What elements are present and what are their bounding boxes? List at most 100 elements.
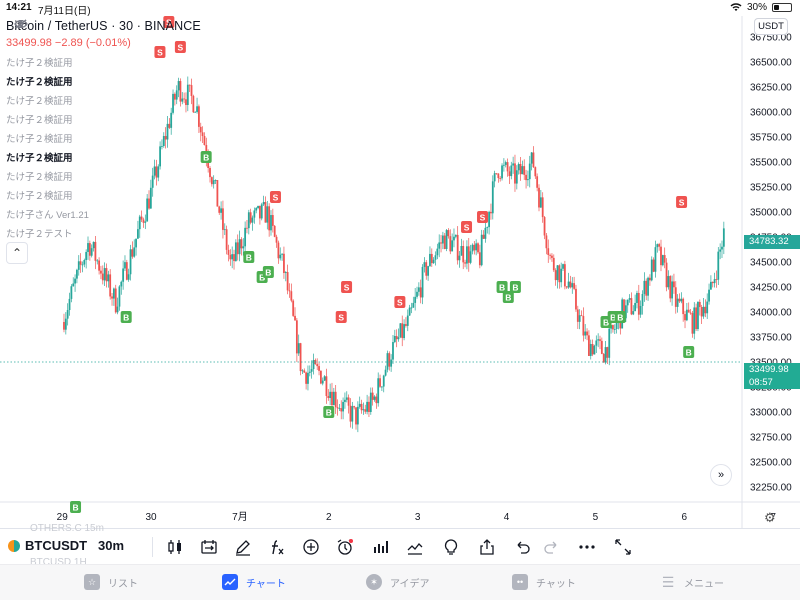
plus-circle-icon[interactable]: [300, 536, 322, 558]
candle: [332, 391, 335, 406]
indicator-row[interactable]: たけ子２テスト: [6, 19, 201, 244]
candle: [466, 246, 468, 264]
chart-settings-button[interactable]: ⚙: [764, 510, 776, 526]
candle: [486, 227, 489, 228]
y-tick-label: 34000.00: [750, 308, 792, 319]
candle: [436, 248, 439, 256]
tab-label: アイデア: [390, 578, 430, 590]
candle: [338, 408, 341, 409]
tab-chart[interactable]: チャート: [222, 574, 286, 590]
indicator-row[interactable]: たけ子２検証用: [6, 19, 201, 206]
indicator-row[interactable]: たけ子さん Ver1.21: [6, 19, 201, 225]
bulb-icon: ✶: [366, 574, 382, 590]
x-tick-label: 7: [770, 512, 776, 523]
candle: [643, 280, 646, 294]
sell-signal-marker: [341, 281, 353, 293]
candle: [334, 391, 337, 408]
share-icon[interactable]: [476, 536, 498, 558]
indicator-row[interactable]: たけ子２検証用: [6, 19, 201, 149]
bulb-icon[interactable]: [440, 536, 462, 558]
redo-icon[interactable]: [540, 536, 562, 558]
sell-signal-marker: [394, 296, 406, 308]
candle: [120, 281, 123, 287]
buy-signal-marker-label: B: [246, 253, 252, 263]
tab-chat[interactable]: •• チャット: [512, 574, 576, 590]
buy-signal-marker-label: B: [326, 408, 332, 418]
candle: [593, 345, 596, 355]
candle: [539, 197, 542, 208]
pen-icon[interactable]: [232, 536, 254, 558]
scroll-to-realtime-button[interactable]: »: [710, 464, 732, 486]
candle: [244, 227, 247, 247]
candle: [497, 173, 500, 179]
eye-off-icon[interactable]: [14, 19, 28, 29]
double-chevron-right-icon: »: [717, 469, 725, 481]
symbol-title[interactable]: Bitcoin / TetherUS · 30 · BINANCE: [6, 19, 201, 33]
candle: [222, 208, 224, 230]
candle: [425, 262, 428, 276]
candle: [521, 166, 524, 175]
candle: [251, 217, 254, 223]
symbol-button[interactable]: BTCUSDT: [8, 538, 87, 553]
price-chart[interactable]: 36750.00 36500.00 36250.00 36000.00 35750.00…: [0, 16, 800, 528]
candle: [695, 307, 698, 330]
candle: [477, 243, 479, 253]
candle: [79, 261, 82, 265]
tab-label: チャット: [536, 578, 576, 590]
more-icon[interactable]: [576, 536, 598, 558]
candle: [502, 164, 505, 166]
indicator-row[interactable]: たけ子２検証用: [6, 73, 201, 92]
candle: [469, 251, 472, 263]
interval-button[interactable]: 30m: [98, 538, 125, 553]
candle: [85, 251, 88, 261]
indicator-row[interactable]: たけ子２検証用: [6, 19, 201, 111]
candle: [127, 274, 130, 280]
y-tick-label: 35750.00: [750, 133, 792, 144]
tab-label: チャート: [246, 578, 286, 590]
compare-icon[interactable]: [198, 536, 220, 558]
undo-icon[interactable]: [512, 536, 534, 558]
candle: [525, 174, 527, 181]
candle: [432, 259, 435, 264]
candle: [112, 288, 115, 299]
candle: [140, 216, 143, 220]
candle: [658, 244, 661, 247]
candle: [636, 292, 638, 303]
candle: [405, 324, 407, 326]
fx-icon[interactable]: [266, 536, 288, 558]
line-chart-icon[interactable]: [404, 536, 426, 558]
alarm-icon[interactable]: [334, 536, 356, 558]
candle: [523, 166, 526, 175]
candle: [186, 84, 189, 106]
candle: [637, 292, 640, 315]
y-tick-label: 36250.00: [750, 83, 792, 94]
candle: [558, 265, 561, 283]
indicator-name: たけ子２検証用: [6, 96, 73, 107]
candle: [183, 98, 186, 100]
candle: [190, 85, 193, 97]
indicator-row[interactable]: たけ子２検証用: [6, 19, 201, 187]
indicator-name: たけ子２検証用: [6, 115, 73, 126]
candle: [600, 340, 603, 354]
indicator-row[interactable]: たけ子２検証用: [6, 149, 201, 168]
chart-area[interactable]: 36750.00 36500.00 36250.00 36000.00 35750.00…: [0, 16, 800, 528]
tab-menu[interactable]: ☰ メニュー: [660, 574, 724, 590]
candles-icon[interactable]: [164, 536, 186, 558]
fullscreen-icon[interactable]: [612, 536, 634, 558]
candle: [682, 298, 685, 315]
indicator-row[interactable]: たけ子２検証用: [6, 19, 201, 73]
bar-chart-icon[interactable]: [370, 536, 392, 558]
collapse-legend-button[interactable]: ⌃: [6, 242, 28, 264]
candle: [92, 241, 95, 249]
candle: [111, 296, 113, 299]
candle: [634, 302, 637, 312]
candle: [722, 228, 725, 247]
candle: [362, 409, 365, 411]
currency-badge[interactable]: USDT: [754, 18, 788, 35]
candle: [645, 280, 648, 296]
indicator-row[interactable]: たけ子２検証用: [6, 19, 201, 130]
candle: [676, 298, 679, 307]
tab-list[interactable]: ☆ リスト: [84, 574, 138, 590]
tab-ideas[interactable]: ✶ アイデア: [366, 574, 430, 590]
buy-signal-marker: [614, 311, 626, 323]
